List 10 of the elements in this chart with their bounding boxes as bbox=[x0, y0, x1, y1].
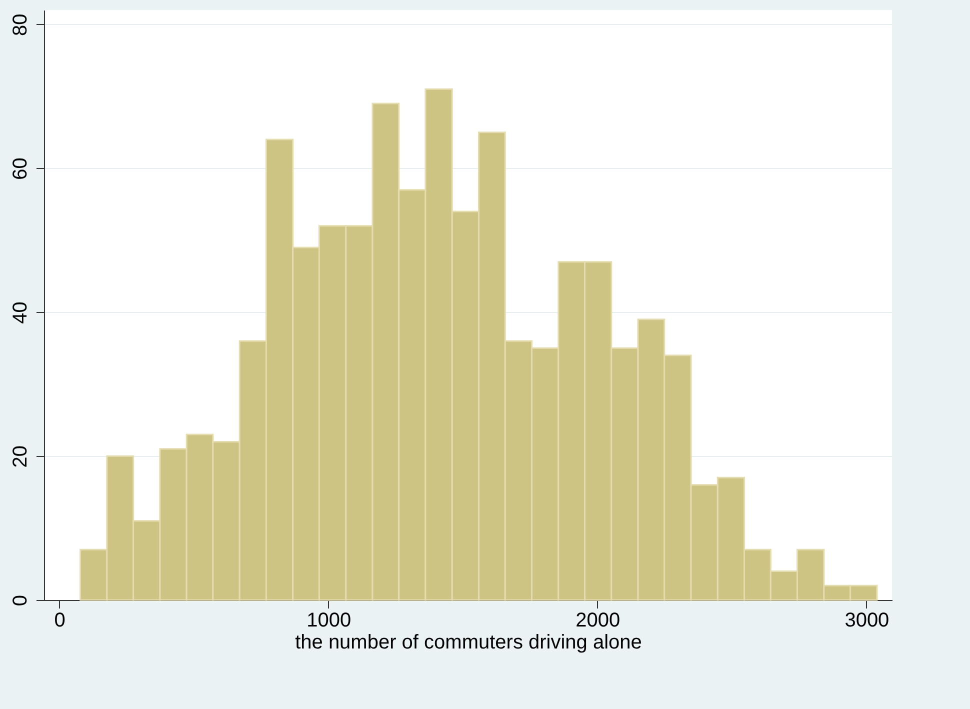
y-tick-label: 40 bbox=[10, 302, 32, 324]
x-axis-title: the number of commuters driving alone bbox=[295, 632, 642, 654]
x-tick-label: 1000 bbox=[306, 610, 352, 632]
y-tick-label: 0 bbox=[10, 594, 32, 606]
x-tick-label: 2000 bbox=[576, 610, 620, 632]
x-tick-label: 3000 bbox=[844, 610, 890, 632]
y-tick-label: 60 bbox=[10, 158, 32, 180]
y-tick-label: 20 bbox=[10, 445, 32, 468]
y-tick-label: 80 bbox=[10, 14, 32, 36]
x-tick-label: 0 bbox=[54, 610, 66, 632]
